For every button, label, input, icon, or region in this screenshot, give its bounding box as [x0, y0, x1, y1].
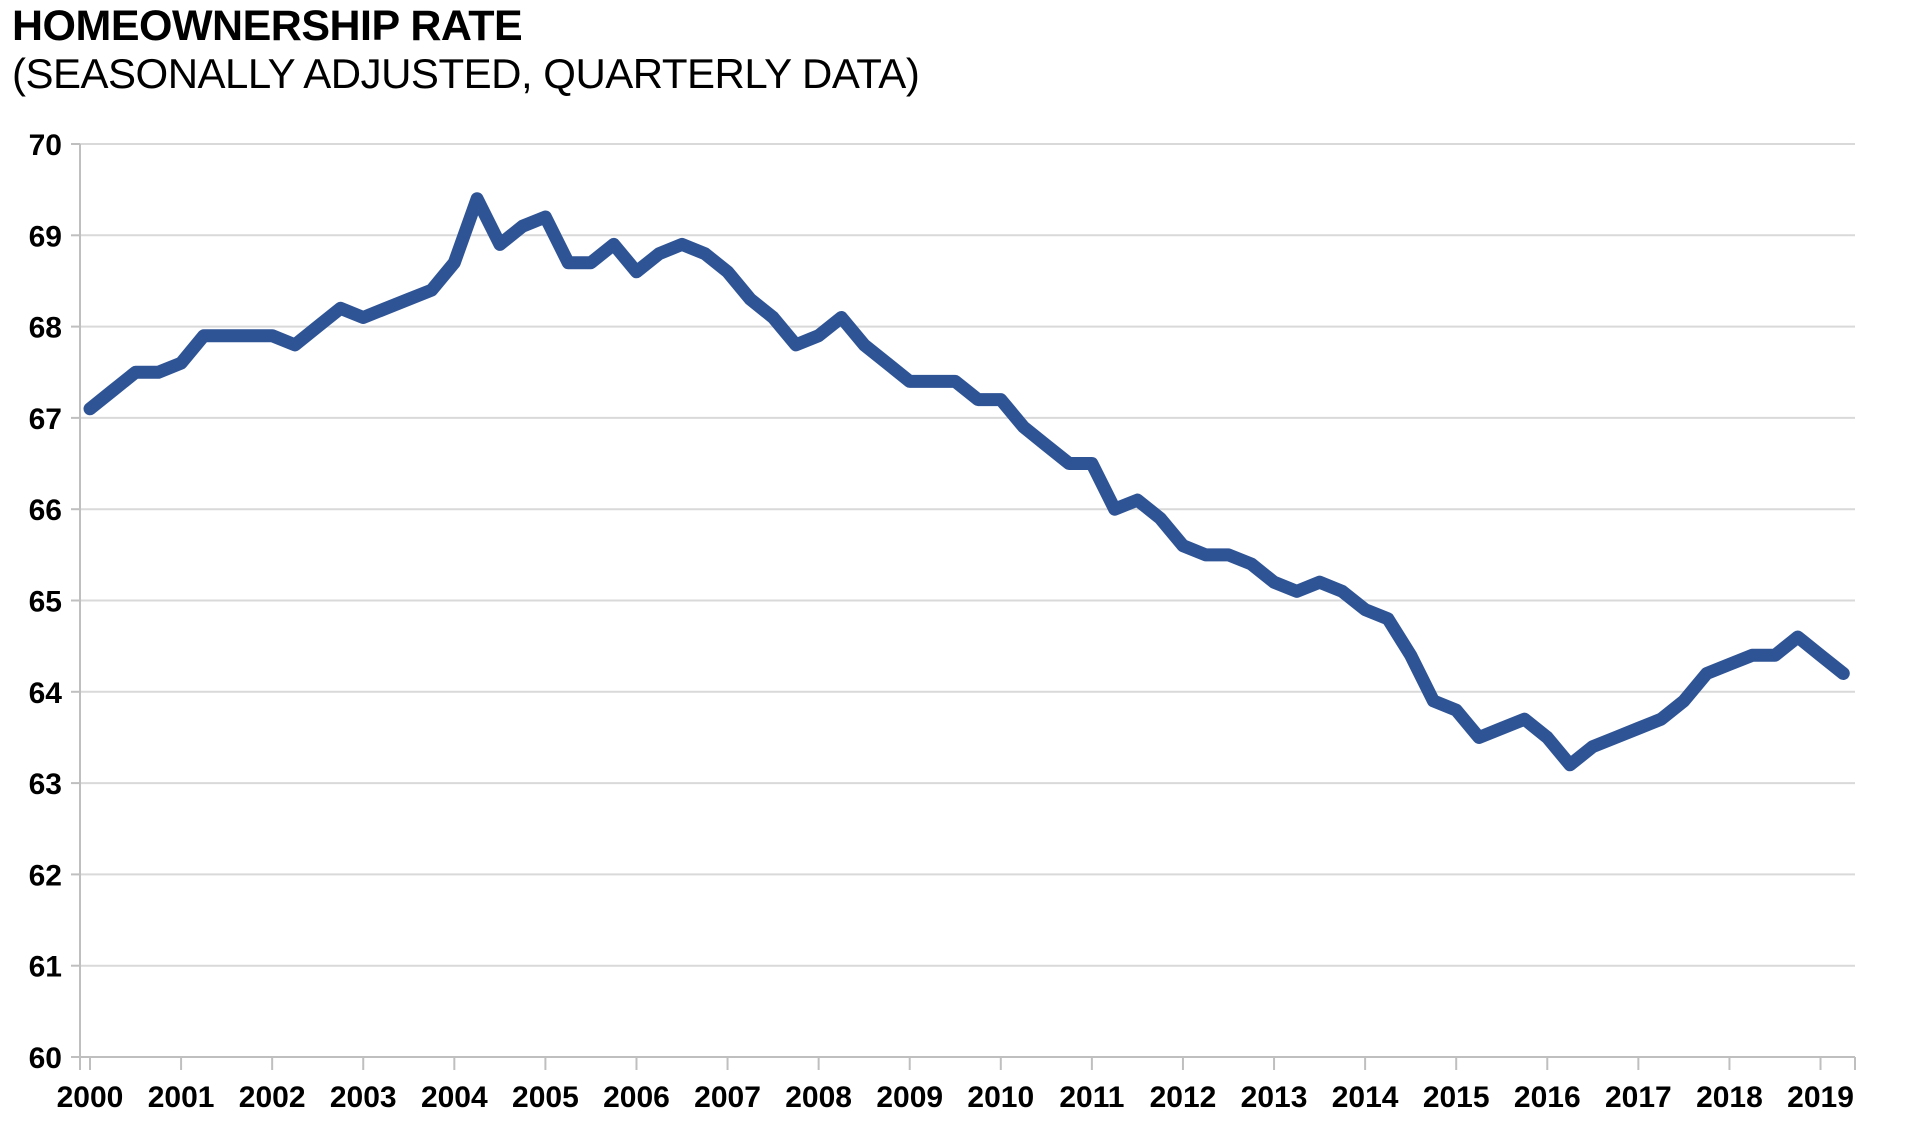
- y-axis-label: 70: [29, 129, 62, 162]
- x-axis-label: 2011: [1059, 1081, 1124, 1114]
- x-axis-label: 2004: [421, 1081, 488, 1114]
- x-axis-label: 2007: [694, 1081, 761, 1114]
- x-axis-label: 2013: [1241, 1081, 1308, 1114]
- y-axis-label: 61: [29, 951, 62, 984]
- x-axis-label: 2008: [785, 1081, 852, 1114]
- x-axis-label: 2017: [1605, 1081, 1672, 1114]
- y-axis-label: 62: [29, 859, 62, 892]
- y-axis-label: 65: [29, 586, 62, 619]
- rate-line-series: [83, 192, 1850, 772]
- x-axis-label: 2006: [603, 1081, 670, 1114]
- x-axis-label: 2009: [876, 1081, 943, 1114]
- x-axis-label: 2014: [1332, 1081, 1399, 1114]
- x-axis-label: 2003: [330, 1081, 397, 1114]
- y-axis-label: 64: [29, 677, 63, 710]
- x-axis-label: 2018: [1696, 1081, 1763, 1114]
- x-axis-label: 2001: [148, 1081, 215, 1114]
- x-axis-label: 2016: [1514, 1081, 1581, 1114]
- y-axis-label: 60: [29, 1042, 62, 1075]
- y-axis-label: 68: [29, 312, 62, 345]
- y-axis-label: 69: [29, 220, 62, 253]
- y-axis-label: 66: [29, 494, 62, 527]
- y-axis-label: 63: [29, 768, 62, 801]
- chart-subtitle: (SEASONALLY ADJUSTED, QUARTERLY DATA): [12, 50, 920, 97]
- chart-title: HOMEOWNERSHIP RATE: [12, 2, 523, 50]
- x-axis-label: 2015: [1423, 1081, 1490, 1114]
- y-axis-label: 67: [29, 403, 62, 436]
- x-axis-label: 2019: [1787, 1081, 1854, 1114]
- x-axis-label: 2002: [239, 1081, 306, 1114]
- x-axis-label: 2010: [967, 1081, 1034, 1114]
- x-axis-label: 2012: [1150, 1081, 1217, 1114]
- x-axis-label: 2005: [512, 1081, 579, 1114]
- x-axis-label: 2000: [57, 1081, 124, 1114]
